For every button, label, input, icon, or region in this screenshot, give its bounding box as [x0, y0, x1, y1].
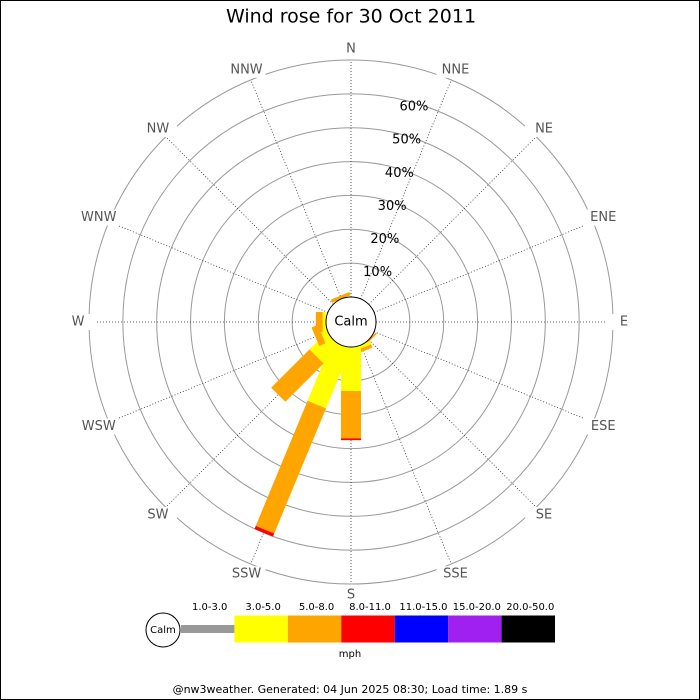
ring-label: 50% [392, 133, 421, 148]
spoke [165, 136, 334, 305]
legend-label: 3.0-5.0 [245, 602, 280, 613]
direction-label: SW [147, 508, 168, 523]
direction-label: E [620, 315, 628, 330]
legend-label: 5.0-8.0 [299, 602, 334, 613]
wind-bar [271, 349, 324, 402]
legend-swatch [181, 625, 235, 633]
wind-bar [341, 438, 361, 441]
wind-bar [307, 341, 351, 409]
direction-label: S [347, 588, 355, 603]
spoke [108, 331, 329, 423]
wind-bar [311, 324, 326, 346]
ring-label: 40% [385, 166, 414, 181]
legend-label: 11.0-15.0 [399, 602, 447, 613]
units-label: mph [339, 649, 361, 660]
spoke [250, 79, 342, 300]
spoke [373, 331, 594, 423]
direction-label: N [346, 42, 356, 57]
ring-label: 30% [378, 199, 407, 214]
legend-swatch [234, 615, 288, 643]
label-bg [227, 61, 266, 78]
ring-label: 60% [399, 100, 428, 115]
legend-label: 20.0-50.0 [506, 602, 554, 613]
chart-title: Wind rose for 30 Oct 2011 [226, 6, 476, 28]
spoke [373, 221, 594, 313]
legend-swatch [501, 615, 555, 643]
footer: @nw3weather. Generated: 04 Jun 2025 08:3… [173, 683, 528, 696]
label-bg [332, 587, 370, 603]
label-bg [605, 314, 643, 330]
label-bg [59, 314, 97, 330]
label-bg [79, 418, 118, 435]
grid-ring [156, 127, 546, 517]
label-bg [138, 507, 177, 524]
spoke [108, 221, 329, 313]
wind-bar [255, 400, 327, 534]
legend-label: 1.0-3.0 [192, 602, 227, 613]
direction-label: NNE [442, 62, 470, 77]
ring-label: 20% [370, 232, 399, 247]
direction-label: NW [147, 121, 170, 136]
direction-label: NE [535, 121, 553, 136]
legend-calm-label: Calm [150, 625, 176, 636]
label-bg [436, 566, 475, 583]
label-bg [79, 209, 118, 226]
wind-bar [309, 332, 341, 364]
direction-label: WSW [82, 419, 116, 434]
label-bg [584, 418, 623, 435]
label-bg [436, 61, 475, 78]
legend-swatch [287, 615, 342, 643]
wind-bar [322, 312, 326, 332]
calm-circle [325, 296, 377, 348]
legend-swatch [341, 615, 395, 643]
ring-label: 10% [363, 265, 392, 280]
direction-label: SSE [443, 567, 468, 582]
spoke [360, 79, 452, 300]
spoke [360, 344, 452, 565]
direction-label: SSW [232, 567, 262, 582]
label-bg [525, 507, 564, 524]
grid-ring [223, 194, 479, 450]
direction-label: ESE [591, 419, 616, 434]
legend-calm-circle [145, 612, 181, 648]
wind-bar [341, 391, 361, 439]
direction-label: WNW [81, 210, 117, 225]
legend-swatch [394, 615, 449, 643]
label-bg [227, 566, 266, 583]
label-bg [584, 209, 623, 226]
direction-label: W [72, 315, 85, 330]
label-bg [138, 120, 177, 137]
calm-label: Calm [334, 315, 367, 330]
label-bg [332, 41, 370, 57]
wind-bar [330, 291, 351, 303]
spoke [368, 136, 537, 305]
legend-label: 8.0-11.0 [349, 602, 391, 613]
direction-label: ENE [590, 210, 616, 225]
grid-ring [122, 93, 580, 551]
spoke [368, 339, 537, 508]
wind-bar [315, 312, 323, 332]
legend-swatch [448, 615, 502, 643]
wind-bar [254, 525, 275, 537]
legend-label: 15.0-20.0 [453, 602, 501, 613]
label-bg [525, 120, 564, 137]
direction-label: SE [536, 508, 552, 523]
direction-label: NNW [230, 62, 262, 77]
